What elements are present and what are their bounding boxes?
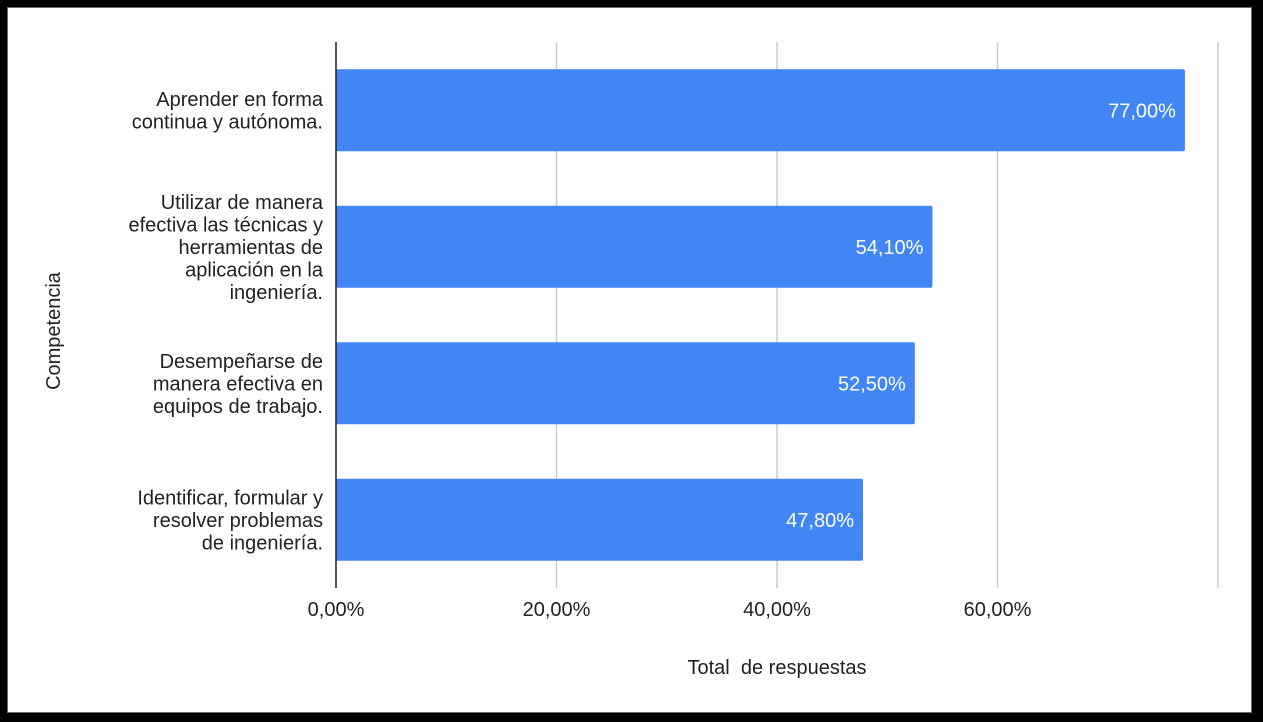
y-axis-title: Competencia [43, 271, 65, 390]
y-tick-label: Desempeñarse de manera efectiva en equipos… [153, 351, 323, 418]
axes: 0,00% 20,00% 40,00% 60,00% [308, 42, 1032, 621]
data-label: 77,00% [1108, 100, 1176, 122]
x-tick-label: 40,00% [743, 599, 811, 621]
bar [336, 69, 1185, 152]
category-labels: Aprender en forma continua y autónoma. Uti… [128, 89, 323, 554]
data-label: 52,50% [838, 373, 906, 395]
bar [336, 478, 863, 561]
y-tick-label: Utilizar de manera efectiva las técnicas … [128, 192, 323, 304]
x-tick-label: 0,00% [308, 599, 365, 621]
y-tick-label: Identificar, formular y resolver problema… [137, 487, 323, 554]
x-axis-title: Total de respuestas [688, 657, 867, 679]
x-tick-label: 20,00% [523, 599, 591, 621]
y-tick-label: Aprender en forma continua y autónoma. [132, 89, 324, 134]
data-label: 47,80% [786, 510, 854, 532]
bars: 77,00% 54,10% 52,50% 47,80% [336, 69, 1185, 561]
bar [336, 342, 915, 425]
data-label: 54,10% [856, 237, 924, 259]
bar [336, 205, 933, 288]
x-tick-label: 60,00% [964, 599, 1032, 621]
